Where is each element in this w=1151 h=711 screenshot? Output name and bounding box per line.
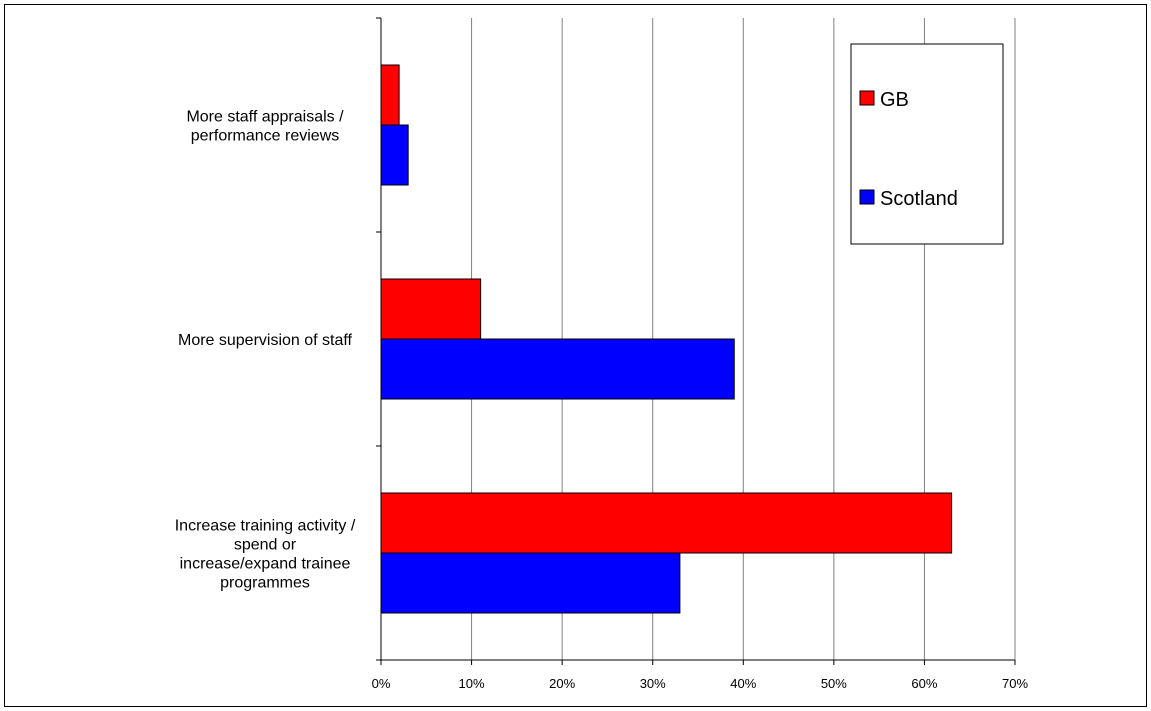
- bar-gb: [380, 64, 400, 126]
- legend-label: GB: [880, 89, 909, 111]
- axes: [376, 17, 1016, 665]
- category-label: More supervision of staff: [178, 332, 353, 349]
- x-tick-label: 60%: [911, 676, 937, 691]
- x-tick-label: 50%: [821, 676, 847, 691]
- legend-swatch-scotland: [859, 189, 875, 205]
- bar-scotland: [380, 124, 409, 186]
- category-label: More staff appraisals /: [186, 109, 344, 126]
- category-label: increase/expand trainee: [180, 556, 351, 573]
- bar-scotland: [380, 338, 735, 400]
- x-tick-label: 0%: [372, 676, 391, 691]
- legend-box: [850, 43, 1004, 245]
- x-tick-label: 10%: [459, 676, 485, 691]
- bar-gb: [380, 278, 482, 340]
- bars: [380, 64, 953, 614]
- x-tick-label: 40%: [730, 676, 756, 691]
- legend: GB Scotland: [850, 43, 1004, 245]
- category-label: Increase training activity /: [175, 518, 356, 535]
- bar-gb: [380, 492, 953, 554]
- legend-label: Scotland: [880, 188, 958, 210]
- x-tick-label: 70%: [1002, 676, 1028, 691]
- x-tick-label: 30%: [640, 676, 666, 691]
- category-label: programmes: [220, 575, 310, 592]
- category-label: spend or: [234, 537, 297, 554]
- legend-swatch-gb: [859, 90, 875, 106]
- labels: 0% 10% 20% 30% 40% 50% 60% 70% More staff apprai…: [175, 109, 1029, 692]
- x-tick-label: 20%: [549, 676, 575, 691]
- category-label: performance reviews: [191, 128, 340, 145]
- chart-frame: [4, 4, 1147, 707]
- bar-scotland: [380, 552, 681, 614]
